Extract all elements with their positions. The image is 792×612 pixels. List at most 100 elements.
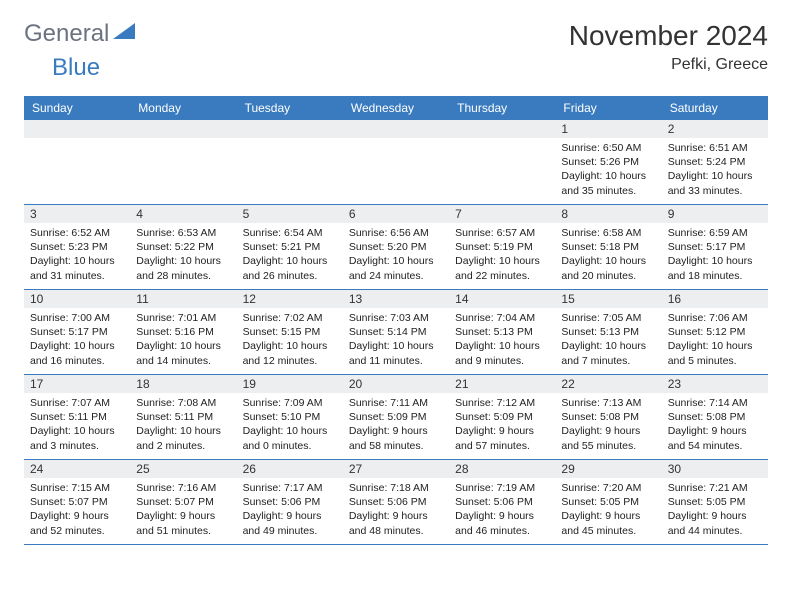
day-cell: 10Sunrise: 7:00 AMSunset: 5:17 PMDayligh… (24, 290, 130, 374)
sunrise-line: Sunrise: 7:02 AM (243, 311, 337, 325)
day-content: Sunrise: 7:04 AMSunset: 5:13 PMDaylight:… (449, 308, 555, 374)
day-cell: 30Sunrise: 7:21 AMSunset: 5:05 PMDayligh… (662, 460, 768, 544)
daylight-line: Daylight: 9 hours and 44 minutes. (668, 509, 762, 537)
empty-day-cell (130, 120, 236, 204)
daylight-line: Daylight: 9 hours and 58 minutes. (349, 424, 443, 452)
day-number: 16 (662, 290, 768, 308)
daylight-line: Daylight: 10 hours and 16 minutes. (30, 339, 124, 367)
sunrise-line: Sunrise: 6:53 AM (136, 226, 230, 240)
day-content: Sunrise: 7:20 AMSunset: 5:05 PMDaylight:… (555, 478, 661, 544)
day-number: 25 (130, 460, 236, 478)
day-content: Sunrise: 7:07 AMSunset: 5:11 PMDaylight:… (24, 393, 130, 459)
calendar-body: 1Sunrise: 6:50 AMSunset: 5:26 PMDaylight… (24, 120, 768, 545)
day-content: Sunrise: 7:16 AMSunset: 5:07 PMDaylight:… (130, 478, 236, 544)
sunrise-line: Sunrise: 7:12 AM (455, 396, 549, 410)
daylight-line: Daylight: 9 hours and 51 minutes. (136, 509, 230, 537)
sunrise-line: Sunrise: 7:00 AM (30, 311, 124, 325)
empty-day-cell (449, 120, 555, 204)
sunset-line: Sunset: 5:24 PM (668, 155, 762, 169)
sunrise-line: Sunrise: 6:59 AM (668, 226, 762, 240)
daylight-line: Daylight: 9 hours and 46 minutes. (455, 509, 549, 537)
sunrise-line: Sunrise: 6:51 AM (668, 141, 762, 155)
day-number (130, 120, 236, 138)
day-content (237, 138, 343, 198)
day-header: Friday (555, 96, 661, 120)
sunset-line: Sunset: 5:23 PM (30, 240, 124, 254)
day-number: 17 (24, 375, 130, 393)
day-content: Sunrise: 6:52 AMSunset: 5:23 PMDaylight:… (24, 223, 130, 289)
day-content: Sunrise: 7:11 AMSunset: 5:09 PMDaylight:… (343, 393, 449, 459)
day-number: 29 (555, 460, 661, 478)
day-cell: 7Sunrise: 6:57 AMSunset: 5:19 PMDaylight… (449, 205, 555, 289)
day-cell: 23Sunrise: 7:14 AMSunset: 5:08 PMDayligh… (662, 375, 768, 459)
sunset-line: Sunset: 5:05 PM (668, 495, 762, 509)
sunrise-line: Sunrise: 7:20 AM (561, 481, 655, 495)
sunset-line: Sunset: 5:16 PM (136, 325, 230, 339)
sunset-line: Sunset: 5:26 PM (561, 155, 655, 169)
day-cell: 2Sunrise: 6:51 AMSunset: 5:24 PMDaylight… (662, 120, 768, 204)
day-cell: 25Sunrise: 7:16 AMSunset: 5:07 PMDayligh… (130, 460, 236, 544)
sunset-line: Sunset: 5:07 PM (30, 495, 124, 509)
day-content: Sunrise: 7:03 AMSunset: 5:14 PMDaylight:… (343, 308, 449, 374)
title-block: November 2024 Pefki, Greece (569, 20, 768, 74)
day-content: Sunrise: 7:02 AMSunset: 5:15 PMDaylight:… (237, 308, 343, 374)
calendar: SundayMondayTuesdayWednesdayThursdayFrid… (24, 96, 768, 545)
month-title: November 2024 (569, 20, 768, 52)
sunrise-line: Sunrise: 7:03 AM (349, 311, 443, 325)
sunset-line: Sunset: 5:17 PM (668, 240, 762, 254)
day-content: Sunrise: 7:01 AMSunset: 5:16 PMDaylight:… (130, 308, 236, 374)
sunset-line: Sunset: 5:18 PM (561, 240, 655, 254)
day-cell: 20Sunrise: 7:11 AMSunset: 5:09 PMDayligh… (343, 375, 449, 459)
sunset-line: Sunset: 5:09 PM (455, 410, 549, 424)
sunrise-line: Sunrise: 7:13 AM (561, 396, 655, 410)
sunset-line: Sunset: 5:22 PM (136, 240, 230, 254)
daylight-line: Daylight: 9 hours and 45 minutes. (561, 509, 655, 537)
day-number: 30 (662, 460, 768, 478)
day-number: 3 (24, 205, 130, 223)
daylight-line: Daylight: 10 hours and 28 minutes. (136, 254, 230, 282)
daylight-line: Daylight: 9 hours and 55 minutes. (561, 424, 655, 452)
day-cell: 13Sunrise: 7:03 AMSunset: 5:14 PMDayligh… (343, 290, 449, 374)
sunrise-line: Sunrise: 7:16 AM (136, 481, 230, 495)
daylight-line: Daylight: 9 hours and 54 minutes. (668, 424, 762, 452)
day-content: Sunrise: 7:00 AMSunset: 5:17 PMDaylight:… (24, 308, 130, 374)
daylight-line: Daylight: 9 hours and 52 minutes. (30, 509, 124, 537)
day-number: 4 (130, 205, 236, 223)
sunrise-line: Sunrise: 6:50 AM (561, 141, 655, 155)
day-cell: 16Sunrise: 7:06 AMSunset: 5:12 PMDayligh… (662, 290, 768, 374)
day-number: 15 (555, 290, 661, 308)
daylight-line: Daylight: 9 hours and 48 minutes. (349, 509, 443, 537)
logo-text-blue: Blue (52, 54, 100, 81)
day-content: Sunrise: 7:05 AMSunset: 5:13 PMDaylight:… (555, 308, 661, 374)
day-cell: 5Sunrise: 6:54 AMSunset: 5:21 PMDaylight… (237, 205, 343, 289)
day-number: 18 (130, 375, 236, 393)
day-cell: 9Sunrise: 6:59 AMSunset: 5:17 PMDaylight… (662, 205, 768, 289)
day-content: Sunrise: 6:53 AMSunset: 5:22 PMDaylight:… (130, 223, 236, 289)
day-cell: 29Sunrise: 7:20 AMSunset: 5:05 PMDayligh… (555, 460, 661, 544)
day-cell: 8Sunrise: 6:58 AMSunset: 5:18 PMDaylight… (555, 205, 661, 289)
day-header: Monday (130, 96, 236, 120)
daylight-line: Daylight: 10 hours and 22 minutes. (455, 254, 549, 282)
day-number: 11 (130, 290, 236, 308)
sunset-line: Sunset: 5:11 PM (30, 410, 124, 424)
day-content: Sunrise: 7:12 AMSunset: 5:09 PMDaylight:… (449, 393, 555, 459)
logo-text-general: General (24, 20, 109, 48)
day-content: Sunrise: 6:50 AMSunset: 5:26 PMDaylight:… (555, 138, 661, 204)
day-content: Sunrise: 7:09 AMSunset: 5:10 PMDaylight:… (237, 393, 343, 459)
sunset-line: Sunset: 5:06 PM (243, 495, 337, 509)
day-number: 21 (449, 375, 555, 393)
day-number: 28 (449, 460, 555, 478)
empty-day-cell (237, 120, 343, 204)
day-number (24, 120, 130, 138)
daylight-line: Daylight: 10 hours and 9 minutes. (455, 339, 549, 367)
day-headers-row: SundayMondayTuesdayWednesdayThursdayFrid… (24, 96, 768, 120)
sunset-line: Sunset: 5:05 PM (561, 495, 655, 509)
sunrise-line: Sunrise: 6:56 AM (349, 226, 443, 240)
day-content (343, 138, 449, 198)
week-row: 24Sunrise: 7:15 AMSunset: 5:07 PMDayligh… (24, 460, 768, 545)
day-number: 13 (343, 290, 449, 308)
daylight-line: Daylight: 10 hours and 3 minutes. (30, 424, 124, 452)
day-cell: 6Sunrise: 6:56 AMSunset: 5:20 PMDaylight… (343, 205, 449, 289)
day-cell: 24Sunrise: 7:15 AMSunset: 5:07 PMDayligh… (24, 460, 130, 544)
sunset-line: Sunset: 5:15 PM (243, 325, 337, 339)
